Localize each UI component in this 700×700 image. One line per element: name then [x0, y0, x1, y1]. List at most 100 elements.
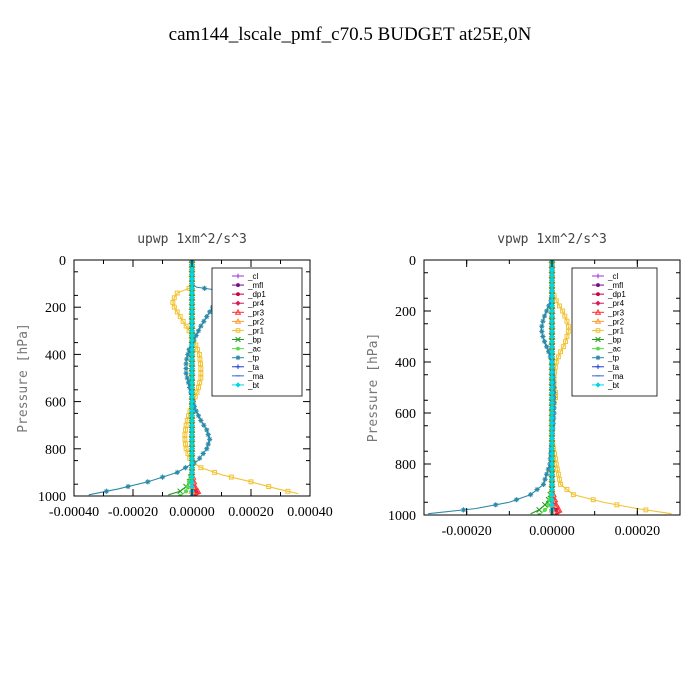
- data-point: [194, 487, 202, 494]
- data-point: [185, 351, 191, 357]
- data-point: [183, 323, 189, 329]
- x-tick-label: -0.00040: [49, 505, 99, 520]
- data-point: [542, 476, 548, 482]
- data-point: [198, 465, 204, 471]
- data-point: [541, 313, 548, 319]
- legend-label: _mfl: [247, 281, 263, 290]
- data-point: [183, 365, 189, 372]
- data-point: [564, 318, 570, 324]
- data-point: [204, 427, 210, 433]
- y-tick-label: 800: [395, 458, 416, 473]
- data-point: [555, 354, 561, 360]
- data-point: [204, 446, 210, 452]
- data-point: [198, 366, 204, 372]
- legend-label: _ta: [247, 363, 260, 372]
- data-point: [178, 493, 183, 496]
- series-group: [88, 260, 299, 496]
- data-point: [198, 323, 204, 329]
- data-point: [540, 481, 547, 487]
- legend-marker: [234, 308, 242, 315]
- legend-label: _ac: [607, 345, 621, 354]
- data-point: [557, 303, 562, 309]
- data-point: [564, 487, 570, 492]
- data-point: [539, 323, 545, 329]
- legend-label: _pr3: [607, 308, 625, 317]
- legend-marker: [235, 300, 241, 306]
- legend-marker: [235, 328, 241, 333]
- legend-label: _dp1: [247, 290, 266, 299]
- data-point: [184, 375, 190, 381]
- data-point: [174, 309, 180, 315]
- data-point: [184, 356, 190, 362]
- legend-marker: [594, 308, 602, 315]
- data-point: [544, 471, 550, 477]
- data-point: [570, 492, 576, 498]
- data-point: [493, 502, 499, 508]
- data-point: [200, 450, 206, 457]
- legend-label: _tp: [607, 354, 620, 363]
- data-point: [195, 413, 202, 419]
- series-markers-bt: [189, 260, 195, 496]
- data-point: [198, 417, 204, 424]
- data-point: [643, 507, 649, 513]
- y-tick-label: 600: [395, 407, 416, 422]
- series-markers-bt: [549, 260, 555, 515]
- legend-marker: [236, 346, 240, 351]
- legend-label: _pr1: [607, 326, 625, 335]
- data-point: [195, 328, 202, 334]
- data-point: [228, 474, 234, 480]
- data-point: [545, 466, 551, 472]
- data-point: [171, 295, 177, 301]
- panel-title: vpwp 1xm^2/s^3: [497, 232, 607, 247]
- data-point: [534, 486, 540, 493]
- y-axis-label: Pressure [hPa]: [366, 333, 381, 443]
- y-tick-label: 200: [395, 305, 416, 320]
- data-point: [537, 512, 542, 515]
- data-point: [560, 308, 566, 314]
- legend-marker: [595, 300, 601, 306]
- data-point: [196, 384, 201, 390]
- legend-label: _ac: [247, 345, 261, 354]
- data-point: [460, 507, 467, 513]
- data-point: [528, 492, 534, 498]
- legend-label: _cl: [607, 272, 618, 281]
- data-point: [182, 465, 189, 471]
- data-point: [564, 334, 570, 339]
- data-point: [197, 455, 203, 461]
- data-point: [513, 497, 520, 503]
- data-point: [183, 441, 188, 447]
- data-point: [174, 469, 180, 475]
- legend-label: _pr3: [247, 308, 265, 317]
- data-point: [285, 488, 291, 494]
- data-point: [557, 476, 562, 482]
- legend-label: _pr2: [607, 317, 625, 326]
- chart-panel-2: vpwp 1xm^2/s^3 Pressure [hPa] 0 200 400 600 80…: [366, 232, 681, 539]
- data-point: [183, 427, 188, 433]
- data-point: [536, 506, 543, 513]
- x-tick-label: 0.00000: [169, 505, 215, 520]
- legend-marker: [235, 273, 241, 279]
- legend-label: _pr4: [247, 299, 265, 308]
- series-group: [428, 260, 672, 515]
- data-point: [205, 432, 211, 438]
- data-point: [198, 370, 204, 376]
- legend-label: _mfl: [607, 281, 623, 290]
- data-point: [539, 328, 545, 334]
- data-point: [197, 356, 203, 362]
- legend-box: [571, 267, 658, 397]
- data-point: [554, 466, 560, 472]
- data-point: [565, 323, 571, 329]
- data-point: [194, 389, 200, 395]
- legend-marker: [596, 346, 600, 351]
- legend: _cl_mfl_dp1_pr4_pr3_pr2_pr1_bp_ac_tp_ta_…: [211, 267, 303, 397]
- data-point: [205, 441, 211, 447]
- data-point: [198, 375, 204, 381]
- y-tick-label: 1000: [38, 490, 66, 505]
- legend-label: _ma: [247, 372, 264, 381]
- legend-label: _cl: [247, 272, 258, 281]
- data-point: [248, 479, 254, 485]
- x-tick-label: 0.00020: [615, 524, 661, 539]
- y-tick-label: 0: [59, 254, 66, 269]
- data-point: [201, 285, 208, 291]
- legend-marker: [235, 382, 241, 388]
